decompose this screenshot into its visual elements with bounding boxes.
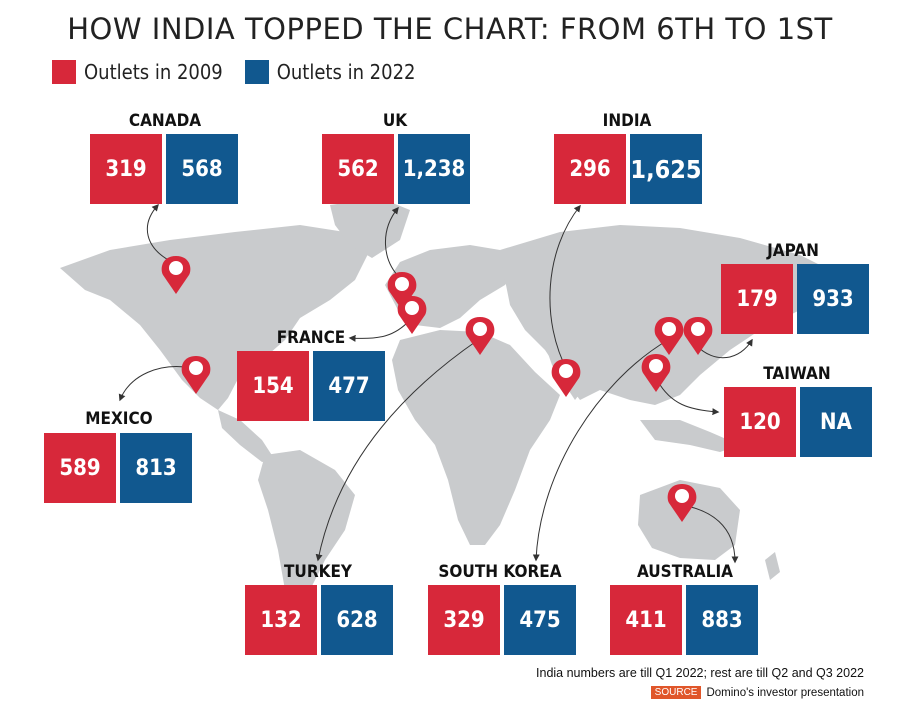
legend-label-2022: Outlets in 2022 [276,60,416,84]
footnote: India numbers are till Q1 2022; rest are… [536,666,864,680]
page-title: HOW INDIA TOPPED THE CHART: FROM 6TH TO … [67,12,833,46]
japan-boxes: 179 933 [721,264,869,334]
france-boxes: 154 477 [237,351,385,421]
japan-2022-value: 933 [797,264,869,334]
south-korea-2022-value: 475 [504,585,576,655]
south-america [258,450,355,630]
japan-label: JAPAN [767,241,819,261]
africa [392,330,560,545]
south-korea-label: SOUTH KOREA [438,562,562,582]
source-tag: SOURCE [650,686,702,699]
japan-2009-value: 179 [721,264,793,334]
canada-label: CANADA [128,111,202,131]
uk-label: UK [382,111,408,131]
legend: Outlets in 2009 Outlets in 2022 [52,58,437,86]
mexico-label: MEXICO [85,409,153,429]
taiwan-label: TAIWAN [763,364,831,384]
mexico-2022-value: 813 [120,433,192,503]
source-text: Domino's investor presentation [706,686,864,699]
turkey-label: TURKEY [283,562,352,582]
south-korea-boxes: 329 475 [428,585,576,655]
france-2009-value: 154 [237,351,309,421]
greenland [330,198,410,258]
australia-label: AUSTRALIA [636,562,734,582]
south-korea-2009-value: 329 [428,585,500,655]
india-label: INDIA [602,111,652,131]
mexico-boxes: 589 813 [44,433,192,503]
central-america [218,410,275,462]
france-label: FRANCE [276,328,346,348]
uk-2022-value: 1,238 [398,134,470,204]
australia-landmass [638,480,740,560]
se-asia-islands [640,420,740,452]
new-zealand [765,552,780,580]
taiwan-2022-value: NA [800,387,872,457]
turkey-boxes: 132 628 [245,585,393,655]
india-2022-value: 1,625 [630,134,702,204]
canada-2022-value: 568 [166,134,238,204]
france-pin [397,296,427,334]
source-line: SOURCE Domino's investor presentation [650,686,864,699]
turkey-2022-value: 628 [321,585,393,655]
legend-swatch-2022 [244,60,269,84]
taiwan-2009-value: 120 [724,387,796,457]
canada-2009-value: 319 [90,134,162,204]
legend-swatch-2009 [52,60,76,84]
legend-label-2009: Outlets in 2009 [84,60,223,84]
australia-2009-value: 411 [610,585,682,655]
australia-2022-value: 883 [686,585,758,655]
uk-2009-value: 562 [322,134,394,204]
australia-boxes: 411 883 [610,585,758,655]
india-boxes: 296 1,625 [554,134,702,204]
north-america [60,225,370,410]
uk-boxes: 562 1,238 [322,134,470,204]
mexico-2009-value: 589 [44,433,116,503]
land-masses [60,198,840,630]
taiwan-boxes: 120 NA [724,387,872,457]
india-2009-value: 296 [554,134,626,204]
canada-boxes: 319 568 [90,134,238,204]
france-2022-value: 477 [313,351,385,421]
turkey-2009-value: 132 [245,585,317,655]
